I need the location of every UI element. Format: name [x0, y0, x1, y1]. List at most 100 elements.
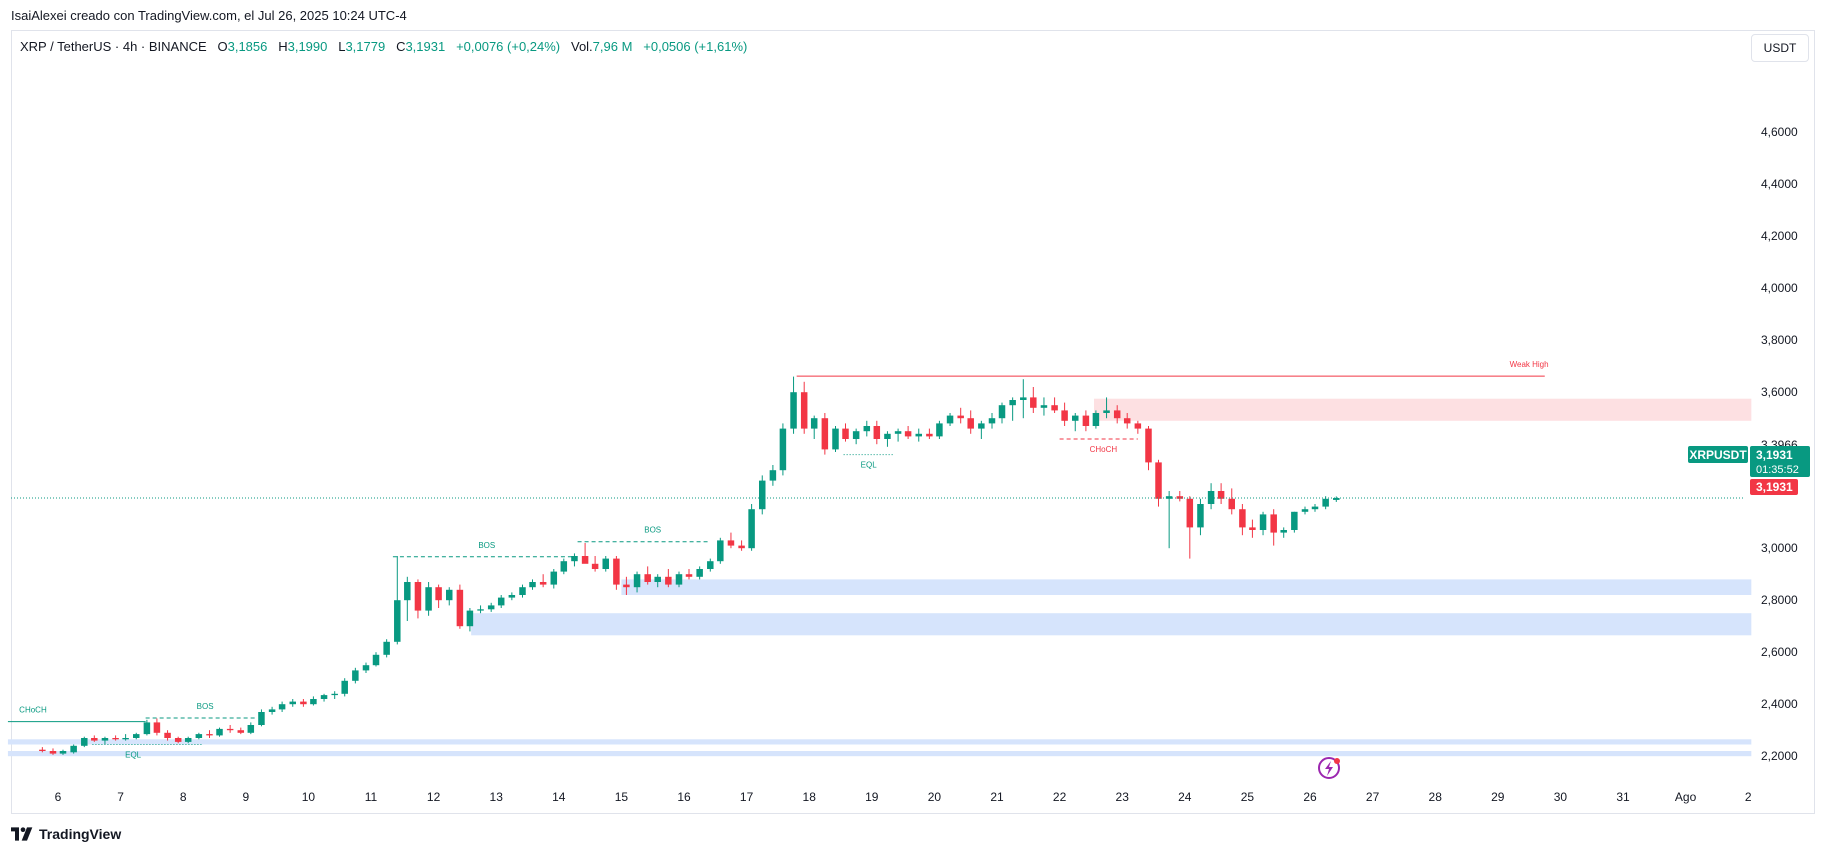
volume-change: +0,0506 (+1,61%): [643, 39, 748, 54]
candle-body: [320, 695, 328, 699]
candle: [623, 576, 630, 595]
candle-body: [998, 405, 1006, 419]
candle-body: [769, 470, 777, 481]
candle-body: [383, 641, 390, 655]
candle: [1333, 496, 1340, 502]
candle: [1228, 488, 1235, 515]
candle: [873, 420, 881, 445]
candle-body: [49, 751, 57, 754]
candle: [112, 735, 119, 741]
candle: [591, 556, 599, 572]
close-price-tag: 3,1931: [1756, 480, 1793, 494]
candle-body: [810, 418, 818, 429]
candle-body: [863, 426, 871, 432]
chart-caption: IsaiAlexei creado con TradingView.com, e…: [11, 8, 407, 23]
candle-body: [446, 589, 453, 601]
candle-body: [1155, 462, 1162, 499]
candle: [957, 407, 964, 424]
lightning-icon[interactable]: [1318, 757, 1340, 779]
candle: [1291, 511, 1298, 533]
candle: [1155, 459, 1162, 507]
candle-body: [1280, 530, 1287, 533]
candle-body: [1030, 397, 1037, 408]
time-tick-label: 7: [117, 790, 124, 804]
time-tick-label: 17: [740, 790, 754, 804]
candle-body: [717, 540, 724, 562]
symbol-legend: XRP / TetherUS · 4h · BINANCE O3,1856 H3…: [20, 39, 747, 54]
candle: [1239, 504, 1246, 536]
candle-body: [404, 582, 411, 601]
time-tick-label: 6: [55, 790, 62, 804]
candle-body: [654, 576, 661, 582]
demand-zone-1: [621, 579, 1752, 595]
levels-layer: Weak High CHoCH BOS BOS EQL BOS CHoCH EQL: [7, 360, 1549, 760]
candle-body: [560, 561, 568, 572]
candle: [1134, 420, 1142, 434]
candle-body: [1145, 428, 1152, 463]
time-tick-label: 27: [1366, 790, 1380, 804]
candle: [1280, 527, 1287, 538]
candle: [832, 426, 839, 452]
candle-body: [873, 426, 881, 439]
candle: [258, 709, 265, 727]
choch-bear-line-label: CHoCH: [1090, 445, 1118, 454]
candle-body: [1259, 514, 1267, 530]
candle: [738, 540, 745, 551]
tradingview-logo[interactable]: TradingView: [11, 826, 121, 842]
candle: [456, 584, 464, 629]
supply-zone: [1094, 398, 1752, 421]
candle-body: [216, 728, 223, 736]
price-axis: 4,60004,40004,20004,00003,80003,60003,39…: [1761, 125, 1798, 763]
time-tick-label: 13: [490, 790, 504, 804]
candle-body: [487, 605, 495, 610]
candle-body: [1186, 498, 1194, 528]
candle-body: [1311, 506, 1319, 510]
time-tick-label: 10: [302, 790, 316, 804]
low-value: 3,1779: [345, 39, 386, 54]
candle-body: [884, 433, 891, 439]
candle-body: [957, 415, 964, 419]
symbol-title[interactable]: XRP / TetherUS · 4h · BINANCE: [20, 39, 207, 54]
candle-body: [894, 431, 902, 434]
candle: [1103, 397, 1110, 419]
candle: [133, 732, 140, 740]
candle: [1123, 413, 1131, 429]
price-tick-label: 2,6000: [1761, 645, 1798, 659]
candle: [1311, 504, 1319, 512]
candle: [581, 543, 589, 564]
symbol-tag: XRPUSDT: [1689, 448, 1747, 462]
candle: [613, 556, 620, 590]
candle-body: [946, 415, 954, 424]
candle-body: [1322, 498, 1329, 507]
currency-button[interactable]: USDT: [1751, 34, 1809, 62]
candle: [143, 719, 151, 736]
time-tick-label: 12: [427, 790, 441, 804]
time-tick-label: 20: [928, 790, 942, 804]
candle: [226, 725, 234, 733]
candle-body: [1249, 527, 1256, 530]
time-tick-label: 2: [1745, 790, 1752, 804]
candle: [237, 727, 245, 735]
candle: [383, 639, 390, 658]
bos-line-2-label: BOS: [644, 526, 661, 535]
candle: [362, 662, 370, 673]
candle: [1061, 402, 1068, 426]
candle: [654, 574, 661, 588]
time-tick-label: 26: [1303, 790, 1317, 804]
candle-body: [278, 704, 286, 710]
time-tick-label: 11: [365, 790, 378, 804]
time-tick-label: 21: [990, 790, 1004, 804]
candle: [153, 718, 161, 736]
candle-body: [926, 433, 933, 437]
candle: [1186, 496, 1194, 559]
candle-body: [143, 722, 151, 735]
candle: [967, 410, 974, 434]
candle-body: [39, 749, 46, 751]
time-tick-label: Ago: [1675, 790, 1697, 804]
price-tick-label: 4,0000: [1761, 281, 1798, 295]
open-value: 3,1856: [227, 39, 268, 54]
candle-body: [1197, 504, 1204, 528]
brand-name: TradingView: [39, 826, 122, 842]
candle: [717, 537, 724, 564]
